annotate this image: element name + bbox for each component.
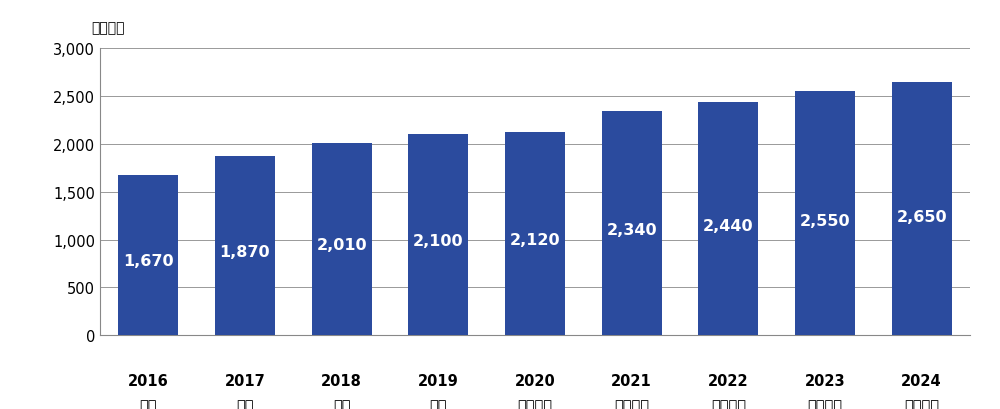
- Bar: [602, 112, 662, 335]
- Text: 年度予測: 年度予測: [808, 398, 842, 409]
- Bar: [312, 144, 372, 335]
- Text: 2,100: 2,100: [413, 234, 464, 249]
- Text: 2020: 2020: [515, 373, 555, 388]
- Bar: [795, 92, 855, 335]
- Bar: [215, 157, 275, 335]
- Bar: [118, 176, 178, 335]
- Text: 2018: 2018: [321, 373, 362, 388]
- Text: 1,870: 1,870: [220, 244, 270, 259]
- Text: （億円）: （億円）: [91, 21, 125, 35]
- Text: 年度予測: 年度予測: [711, 398, 746, 409]
- Text: 年度見辿: 年度見辿: [518, 398, 552, 409]
- Bar: [892, 83, 952, 335]
- Text: 1,670: 1,670: [123, 253, 174, 268]
- Text: 年度: 年度: [333, 398, 350, 409]
- Bar: [505, 133, 565, 335]
- Text: 年度: 年度: [140, 398, 157, 409]
- Text: 年度: 年度: [430, 398, 447, 409]
- Text: 2016: 2016: [128, 373, 169, 388]
- Text: 年度予測: 年度予測: [904, 398, 939, 409]
- Text: 2,550: 2,550: [800, 213, 850, 229]
- Bar: [698, 103, 758, 335]
- Text: 2019: 2019: [418, 373, 459, 388]
- Text: 2021: 2021: [611, 373, 652, 388]
- Bar: [408, 135, 468, 335]
- Text: 2,120: 2,120: [510, 233, 560, 248]
- Text: 2,340: 2,340: [606, 223, 657, 238]
- Text: 年度: 年度: [236, 398, 254, 409]
- Text: 2017: 2017: [225, 373, 265, 388]
- Text: 2,440: 2,440: [703, 218, 754, 234]
- Text: 年度予測: 年度予測: [614, 398, 649, 409]
- Text: 2023: 2023: [805, 373, 845, 388]
- Text: 2024: 2024: [901, 373, 942, 388]
- Text: 2,010: 2,010: [316, 238, 367, 253]
- Text: 2,650: 2,650: [896, 209, 947, 224]
- Text: 2022: 2022: [708, 373, 749, 388]
